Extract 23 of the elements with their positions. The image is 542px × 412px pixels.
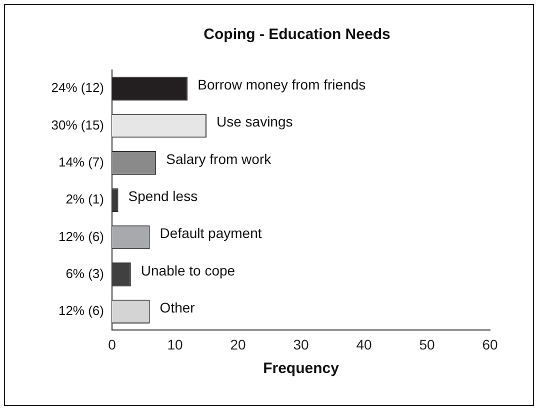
x-tick-label: 60 [482,336,498,352]
data-label: 2% (1) [66,192,104,207]
data-label: 24% (12) [51,80,104,96]
data-label: 6% (3) [66,266,104,282]
y-tick-label: Use savings [216,114,293,130]
x-tick-label: 20 [230,336,246,352]
data-label: 30% (15) [51,117,104,132]
x-tick-label: 10 [167,336,183,352]
data-label: 12% (6) [58,303,104,318]
x-tick-label: 50 [419,336,435,352]
chart-title: Coping - Education Needs [204,26,390,44]
y-tick-label: Salary from work [166,150,272,167]
y-tick-label: Spend less [128,188,198,204]
x-axis-title: Frequency [263,360,340,378]
y-tick-label: Unable to cope [140,262,236,278]
y-tick-label: Borrow money from friends [198,76,366,92]
x-tick-label: 40 [356,336,372,352]
y-tick-label: Default payment [160,225,262,242]
data-label: 14% (7) [58,154,104,170]
x-tick-label: 0 [108,336,116,352]
y-tick-label: Other [160,299,196,316]
x-tick-label: 30 [293,336,309,352]
data-label: 12% (6) [58,228,104,244]
